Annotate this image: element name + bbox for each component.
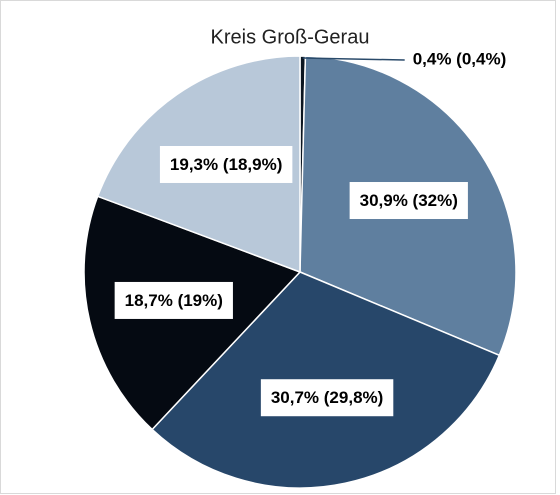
data-label: 19,3% (18,9%) (170, 155, 282, 174)
chart-title: Kreis Groß-Gerau (211, 26, 370, 48)
data-label: 18,7% (19%) (125, 291, 223, 310)
data-label: 30,9% (32%) (360, 191, 458, 210)
label-box (114, 281, 233, 319)
data-label: 30,7% (29,8%) (271, 388, 383, 407)
label-box (260, 379, 394, 417)
label-box (349, 182, 468, 220)
leader-line (302, 57, 405, 61)
label-box (159, 145, 293, 183)
data-label: 0,4% (0,4%) (413, 50, 507, 69)
